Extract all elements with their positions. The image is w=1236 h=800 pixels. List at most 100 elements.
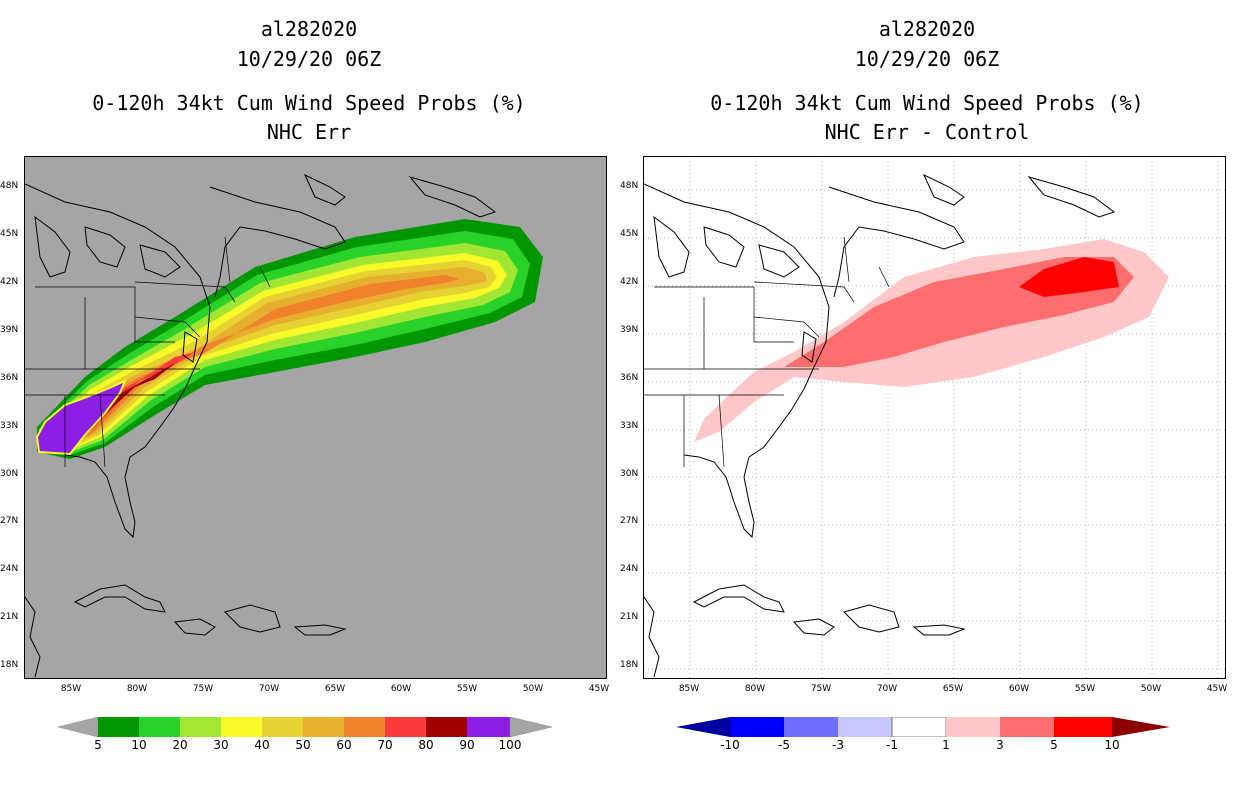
lat-label: 24N xyxy=(620,564,639,574)
colorbar-label: -3 xyxy=(832,738,844,752)
lon-label: 50W xyxy=(522,684,544,694)
lon-label: 70W xyxy=(876,684,898,694)
colorbar-label: 20 xyxy=(172,738,188,752)
lat-label: 30N xyxy=(620,469,639,479)
lon-label: 60W xyxy=(390,684,412,694)
colorbar-bin xyxy=(946,717,1000,737)
coastlines xyxy=(25,173,497,678)
lat-label: 18N xyxy=(620,660,639,670)
storm-id: al282020 xyxy=(878,17,976,41)
lat-label: 24N xyxy=(0,564,19,574)
product-title: 0-120h 34kt Cum Wind Speed Probs (%) xyxy=(710,91,1144,115)
lon-label: 45W xyxy=(588,684,610,694)
colorbar xyxy=(676,717,1170,737)
lon-label: 55W xyxy=(456,684,478,694)
lat-label: 27N xyxy=(620,516,639,526)
lon-label: 75W xyxy=(192,684,214,694)
colorbar-label: 50 xyxy=(295,738,311,752)
colorbar-label: 5 xyxy=(94,738,102,752)
lat-label: 39N xyxy=(0,325,19,335)
colorbar-bin xyxy=(98,717,139,737)
colorbar-bin xyxy=(344,717,385,737)
datetime: 10/29/20 06Z xyxy=(854,47,1000,71)
state-borders xyxy=(644,236,890,468)
lat-label: 30N xyxy=(0,469,19,479)
lon-label: 75W xyxy=(810,684,832,694)
colorbar-bin xyxy=(221,717,262,737)
colorbar-over xyxy=(1112,717,1170,737)
subtitle: NHC Err xyxy=(266,120,352,144)
lat-label: 48N xyxy=(620,181,639,191)
panel-nhc-err-minus-control: al282020 10/29/20 06Z 0-120h 34kt Cum Wi… xyxy=(618,0,1236,800)
lat-label: 33N xyxy=(0,421,19,431)
colorbar-label: 70 xyxy=(377,738,393,752)
lat-label: 45N xyxy=(620,229,639,239)
colorbar-bin xyxy=(385,717,426,737)
lat-label: 36N xyxy=(0,373,19,383)
lon-label: 65W xyxy=(324,684,346,694)
state-borders xyxy=(25,236,271,468)
colorbar-bin xyxy=(1000,717,1054,737)
datetime: 10/29/20 06Z xyxy=(236,47,382,71)
colorbar-label: 1 xyxy=(942,738,950,752)
colorbar-label: 80 xyxy=(418,738,434,752)
colorbar-bin xyxy=(139,717,180,737)
lon-label: 65W xyxy=(942,684,964,694)
colorbar-label: 60 xyxy=(336,738,352,752)
map-area xyxy=(643,156,1226,679)
colorbar xyxy=(58,717,553,737)
lon-label: 85W xyxy=(678,684,700,694)
lat-label: 39N xyxy=(620,325,639,335)
lon-label: 80W xyxy=(126,684,148,694)
lon-label: 70W xyxy=(258,684,280,694)
coastlines xyxy=(644,173,1116,678)
colorbar-under xyxy=(676,717,730,737)
lat-label: 36N xyxy=(620,373,639,383)
colorbar-label: 3 xyxy=(996,738,1004,752)
lon-label: 60W xyxy=(1008,684,1030,694)
lon-label: 80W xyxy=(744,684,766,694)
colorbar-bin xyxy=(784,717,838,737)
colorbar-bin xyxy=(467,717,510,737)
lat-label: 42N xyxy=(0,277,19,287)
diff-5 xyxy=(1019,257,1119,297)
colorbar-bin xyxy=(303,717,344,737)
colorbar-bin xyxy=(1054,717,1112,737)
lat-label: 45N xyxy=(0,229,19,239)
colorbar-under xyxy=(58,717,99,737)
colorbar-bin xyxy=(262,717,303,737)
colorbar-label: 5 xyxy=(1050,738,1058,752)
product-title: 0-120h 34kt Cum Wind Speed Probs (%) xyxy=(92,91,526,115)
colorbar-label: -1 xyxy=(886,738,898,752)
lat-label: 21N xyxy=(620,612,639,622)
map-area xyxy=(24,156,607,679)
colorbar-label: 40 xyxy=(254,738,270,752)
lat-label: 21N xyxy=(0,612,19,622)
colorbar-over xyxy=(509,717,553,737)
difference-swath xyxy=(694,239,1169,442)
lat-label: 33N xyxy=(620,421,639,431)
colorbar-bin xyxy=(180,717,221,737)
lon-label: 45W xyxy=(1206,684,1228,694)
lon-label: 85W xyxy=(60,684,82,694)
colorbar-label: -5 xyxy=(778,738,790,752)
lon-label: 50W xyxy=(1140,684,1162,694)
lat-label: 48N xyxy=(0,181,19,191)
colorbar-bin xyxy=(838,717,892,737)
colorbar-bin xyxy=(891,717,947,737)
colorbar-label: 100 xyxy=(498,738,522,752)
lat-label: 27N xyxy=(0,516,19,526)
colorbar-label: 90 xyxy=(459,738,475,752)
probability-swath xyxy=(35,219,543,459)
storm-id: al282020 xyxy=(260,17,358,41)
colorbar-label: -10 xyxy=(720,738,740,752)
colorbar-bin xyxy=(730,717,784,737)
subtitle: NHC Err - Control xyxy=(824,120,1030,144)
colorbar-label: 10 xyxy=(1104,738,1120,752)
lon-label: 55W xyxy=(1074,684,1096,694)
colorbar-bin xyxy=(426,717,467,737)
swath-100 xyxy=(35,379,127,456)
lat-label: 18N xyxy=(0,660,19,670)
swath-40 xyxy=(42,260,497,447)
colorbar-label: 30 xyxy=(213,738,229,752)
